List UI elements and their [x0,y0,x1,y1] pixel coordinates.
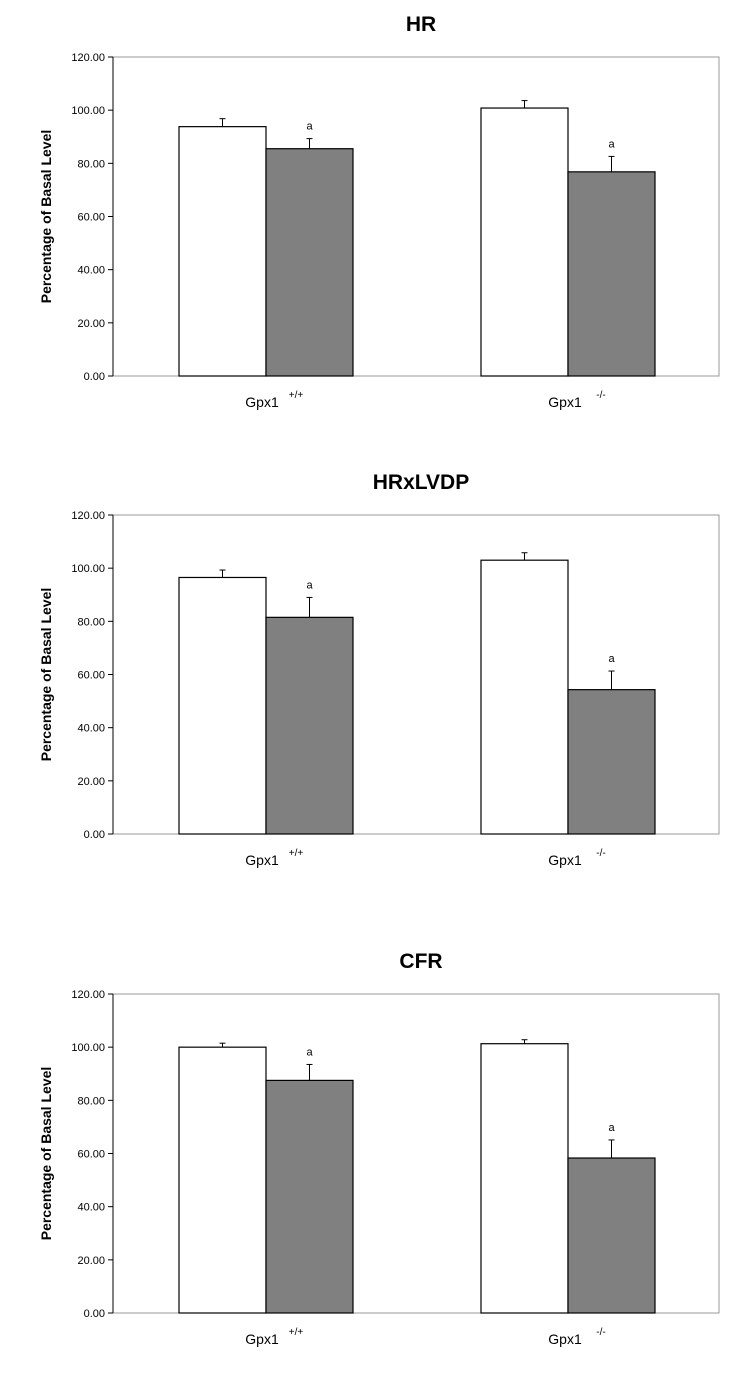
x-category-superscript: -/- [596,848,605,859]
bar [567,1157,656,1314]
bar [480,107,569,377]
y-tick-label: 80.00 [77,616,105,628]
x-category-superscript: +/+ [289,390,304,401]
significance-label: a [306,1046,313,1058]
bar [178,1046,267,1314]
y-tick-label: 40.00 [77,1202,105,1214]
y-tick-label: 120.00 [71,510,105,522]
chart-title: CFR [399,950,442,973]
y-tick-label: 80.00 [77,158,105,170]
y-axis-label: Percentage of Basal Level [38,130,54,304]
bar [178,126,267,377]
y-tick-label: 60.00 [77,1149,105,1161]
bar [480,1043,569,1314]
y-tick-label: 40.00 [77,723,105,735]
y-tick-label: 0.00 [84,1308,105,1320]
chart-panel-2: HRxLVDP 0.00 20.00 40.00 60.00 80.00 100.00 120… [38,471,720,868]
y-tick-label: 60.00 [77,670,105,682]
bar [567,689,656,835]
chart-panel-3: CFR 0.00 20.00 40.00 60.00 80.00 100.00 120.00 P… [38,950,720,1347]
bar [567,171,656,377]
y-tick-label: 20.00 [77,776,105,788]
chart-panel-1: HR 0.00 20.00 40.00 60.00 80.00 100.00 120.00 Pe… [38,13,720,410]
y-tick-label: 100.00 [71,563,105,575]
x-category-label: Gpx1 [245,1331,279,1347]
x-category-label: Gpx1 [548,852,582,868]
y-tick-label: 20.00 [77,1255,105,1267]
y-axis-label: Percentage of Basal Level [38,1067,54,1241]
chart-title: HRxLVDP [373,471,469,494]
significance-label: a [306,579,313,591]
significance-label: a [608,138,615,150]
y-tick-label: 120.00 [71,52,105,64]
x-category-label: Gpx1 [548,1331,582,1347]
y-tick-label: 60.00 [77,212,105,224]
bar [265,1079,354,1314]
bar [480,559,569,835]
y-tick-label: 100.00 [71,1042,105,1054]
significance-label: a [608,1122,615,1134]
y-tick-label: 40.00 [77,265,105,277]
y-tick-label: 20.00 [77,318,105,330]
significance-label: a [306,121,313,133]
y-tick-label: 0.00 [84,829,105,841]
x-category-label: Gpx1 [245,394,279,410]
x-category-superscript: +/+ [289,848,304,859]
x-category-superscript: +/+ [289,1327,304,1338]
y-tick-label: 80.00 [77,1095,105,1107]
bar [265,148,354,377]
y-tick-label: 100.00 [71,105,105,117]
x-category-label: Gpx1 [245,852,279,868]
x-category-label: Gpx1 [548,394,582,410]
y-tick-label: 120.00 [71,989,105,1001]
x-category-superscript: -/- [596,390,605,401]
chart-title: HR [406,13,436,36]
bar [265,616,354,835]
significance-label: a [608,653,615,665]
y-tick-label: 0.00 [84,371,105,383]
y-axis-label: Percentage of Basal Level [38,588,54,762]
bar [178,576,267,835]
x-category-superscript: -/- [596,1327,605,1338]
